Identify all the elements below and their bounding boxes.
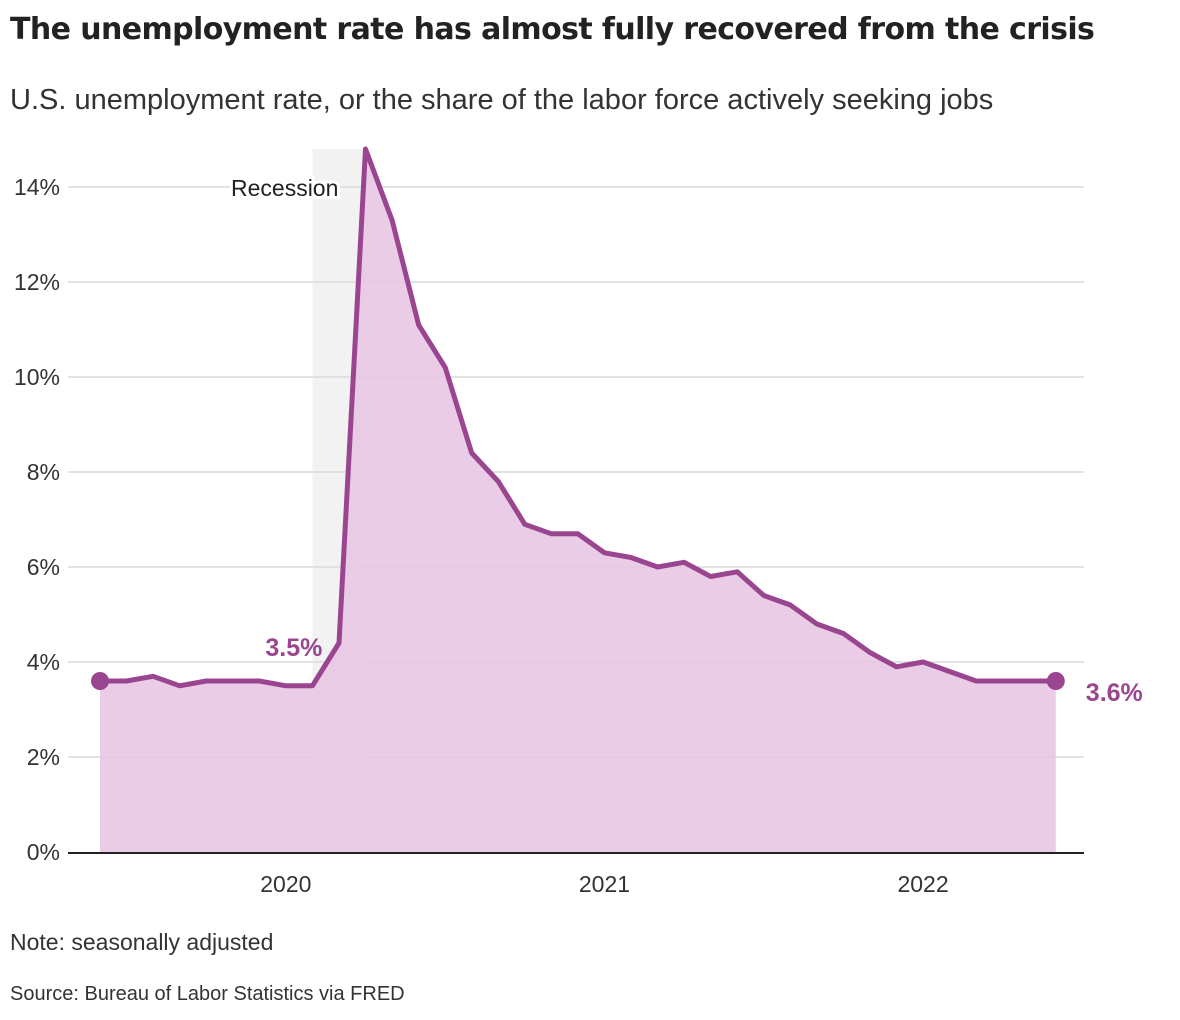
y-tick-label: 6%: [27, 554, 60, 580]
chart-note: Note: seasonally adjusted: [10, 929, 274, 955]
annotation-label: 3.6%: [1086, 679, 1143, 707]
unemployment-line: [97, 146, 1059, 689]
chart-title: The unemployment rate has almost fully r…: [10, 12, 1095, 47]
unemployment-area: [100, 149, 1056, 852]
x-tick-label: 2022: [897, 871, 948, 897]
y-tick-label: 8%: [27, 459, 60, 485]
annotation-label: 3.5%: [265, 634, 322, 662]
y-tick-label: 10%: [14, 364, 60, 390]
y-tick-label: 0%: [27, 839, 60, 865]
y-tick-label: 12%: [14, 269, 60, 295]
y-tick-label: 4%: [27, 649, 60, 675]
x-tick-label: 2020: [260, 871, 311, 897]
recession-label: Recession: [231, 175, 338, 201]
start-point: [91, 672, 109, 690]
chart-subtitle: U.S. unemployment rate, or the share of …: [10, 84, 994, 116]
y-tick-label: 14%: [14, 174, 60, 200]
y-tick-label: 2%: [27, 744, 60, 770]
chart-source: Source: Bureau of Labor Statistics via F…: [10, 983, 405, 1005]
end-point: [1046, 672, 1065, 690]
x-tick-label: 2021: [579, 871, 630, 897]
